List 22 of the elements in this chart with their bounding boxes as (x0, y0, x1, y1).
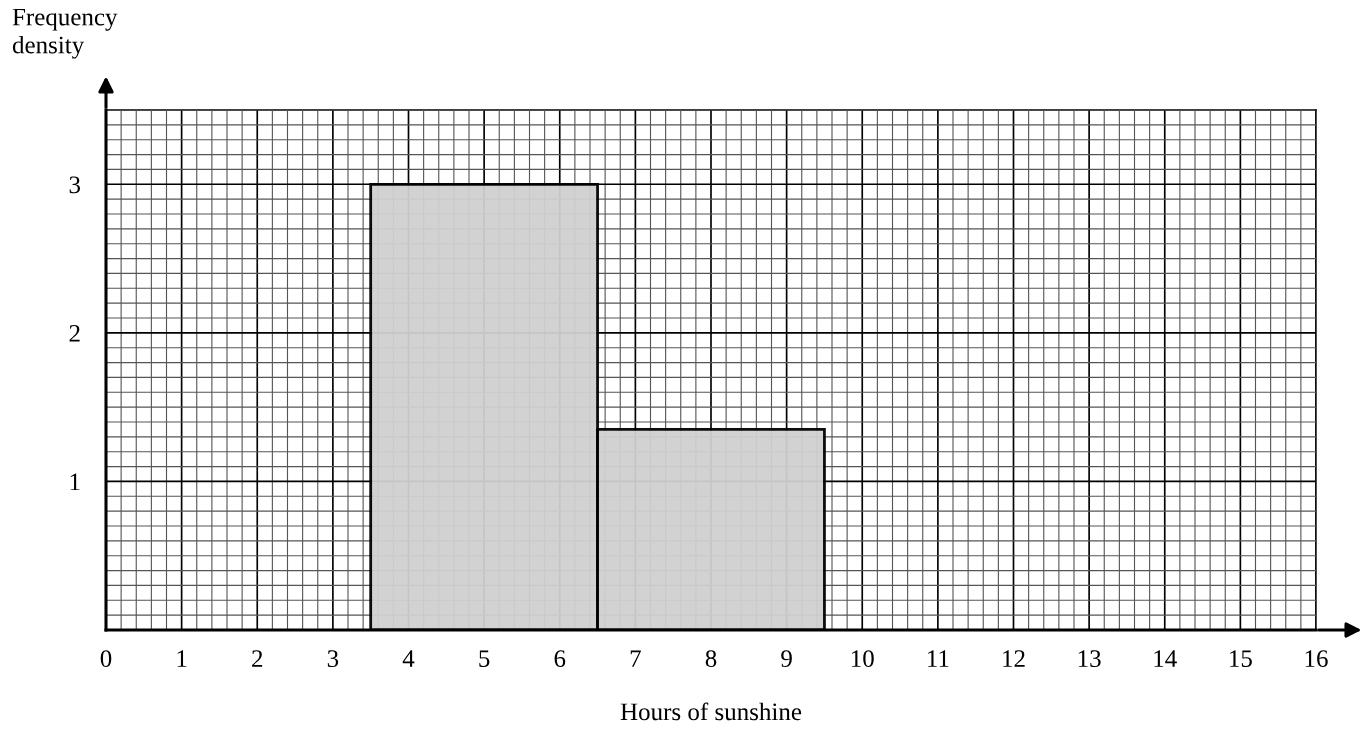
y-tick-label: 1 (70, 473, 80, 491)
y-axis-title: Frequency density (12, 8, 118, 59)
x-tick-label: 0 (100, 650, 112, 668)
x-tick-label: 12 (1003, 650, 1025, 667)
x-tick-label: 15 (1230, 650, 1252, 668)
x-tick-label: 4 (402, 650, 415, 667)
x-tick-label: 9 (781, 650, 792, 668)
y-tick-label: 2 (69, 324, 80, 342)
y-tick-label: 3 (69, 176, 81, 194)
x-tick-label: 10 (851, 650, 874, 668)
x-tick-label: 6 (554, 650, 566, 668)
x-tick-label: 2 (252, 650, 263, 667)
x-tick-label: 8 (705, 650, 717, 668)
x-tick-label: 7 (630, 650, 641, 667)
x-axis-title: Hours of sunshine (620, 702, 802, 721)
x-tick-label: 16 (1305, 650, 1328, 668)
x-tick-label: 14 (1154, 650, 1177, 667)
x-tick-label: 13 (1078, 650, 1101, 668)
x-tick-label: 5 (479, 650, 490, 668)
x-tick-label: 11 (928, 650, 949, 667)
x-tick-label: 3 (327, 650, 339, 668)
x-tick-label: 1 (177, 650, 187, 667)
